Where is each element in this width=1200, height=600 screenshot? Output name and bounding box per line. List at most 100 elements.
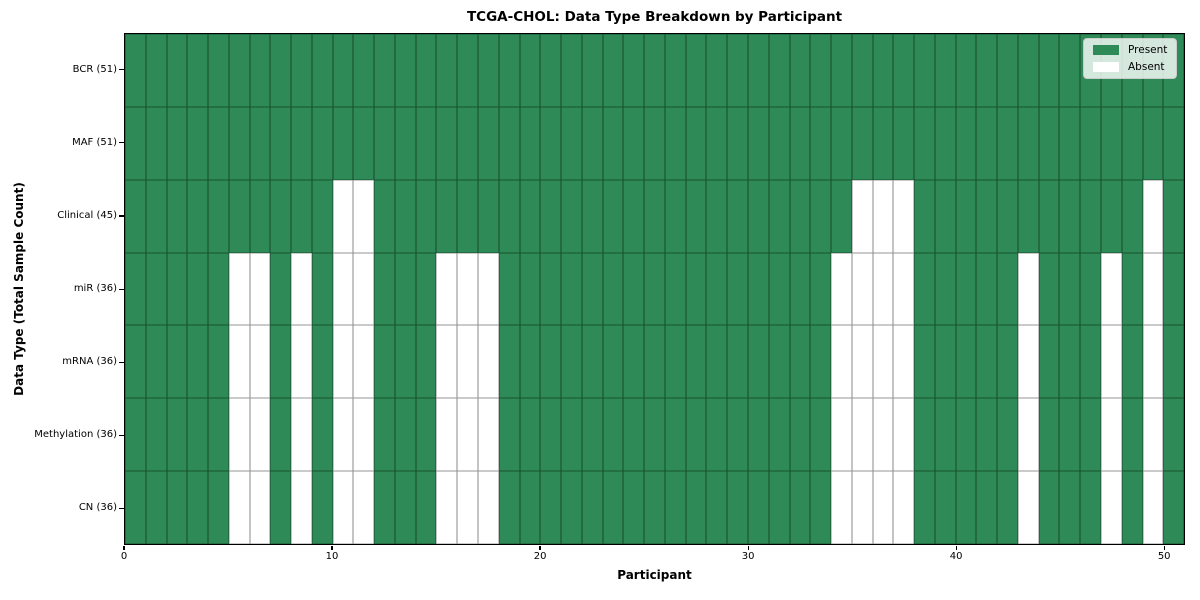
heatmap-cell (644, 34, 665, 107)
heatmap-cell (249, 106, 271, 180)
heatmap-cell (394, 398, 416, 472)
heatmap-cell (125, 34, 146, 107)
heatmap-cell (457, 325, 479, 399)
heatmap-cell (1059, 106, 1081, 180)
heatmap-cell (208, 179, 229, 253)
heatmap-cell (332, 325, 354, 399)
heatmap-cell (436, 471, 458, 545)
heatmap-cell (1163, 471, 1185, 545)
heatmap-cell (498, 106, 520, 180)
heatmap-cell (394, 252, 416, 326)
heatmap-cell (249, 398, 271, 472)
y-tick-mark (119, 361, 124, 363)
heatmap-cell (415, 106, 437, 180)
heatmap-cell (1142, 398, 1164, 472)
heatmap-cell (976, 252, 998, 326)
heatmap-cell (1163, 106, 1185, 180)
heatmap-cell (810, 325, 832, 399)
heatmap-cell (955, 398, 977, 472)
heatmap-cell (478, 471, 499, 545)
heatmap-cell (228, 471, 250, 545)
heatmap-cell (976, 471, 998, 545)
heatmap-cell (872, 179, 894, 253)
heatmap-cell (1100, 106, 1122, 180)
heatmap-cell (1080, 106, 1101, 180)
heatmap-cell (291, 325, 312, 399)
heatmap-cell (187, 252, 209, 326)
heatmap-cell (228, 252, 250, 326)
y-tick-mark (119, 507, 124, 510)
heatmap-cell (914, 471, 935, 545)
heatmap-cell (436, 398, 458, 472)
heatmap-cell (934, 471, 956, 545)
legend-label: Absent (1128, 61, 1165, 73)
x-tick-label: 10 (325, 551, 339, 562)
heatmap-cell (727, 179, 748, 253)
heatmap-cell (187, 398, 209, 472)
heatmap-cell (166, 179, 188, 253)
heatmap-cell (208, 398, 229, 472)
heatmap-cell (519, 252, 541, 326)
heatmap-cell (768, 471, 790, 545)
heatmap-cell (291, 106, 312, 180)
heatmap-cell (478, 398, 499, 472)
heatmap-cell (291, 34, 312, 107)
heatmap-cell (415, 252, 437, 326)
heatmap-cell (498, 34, 520, 107)
heatmap-cell (851, 325, 873, 399)
heatmap-cell (332, 34, 354, 107)
heatmap-row (125, 398, 1185, 472)
heatmap-cell (685, 252, 707, 326)
heatmap-cell (893, 471, 915, 545)
heatmap-cell (685, 106, 707, 180)
heatmap-row (125, 179, 1185, 253)
heatmap-cell (394, 34, 416, 107)
y-tick-mark (119, 288, 124, 290)
heatmap-cell (208, 471, 229, 545)
heatmap-cell (1038, 325, 1060, 399)
heatmap-cell (1017, 179, 1039, 253)
heatmap-cell (602, 398, 624, 472)
heatmap-cell (166, 252, 188, 326)
heatmap-cell (934, 179, 956, 253)
heatmap-cell (561, 398, 582, 472)
heatmap-cell (145, 325, 167, 399)
heatmap-cell (498, 179, 520, 253)
heatmap-cell (1059, 471, 1081, 545)
heatmap-cell (789, 252, 811, 326)
heatmap-cell (914, 34, 935, 107)
heatmap-cell (270, 179, 292, 253)
heatmap-cell (1059, 398, 1081, 472)
heatmap-cell (727, 471, 748, 545)
heatmap-cell (1038, 398, 1060, 472)
heatmap-cell (332, 179, 354, 253)
heatmap-cell (436, 325, 458, 399)
heatmap-cell (581, 471, 603, 545)
heatmap-cell (1059, 252, 1081, 326)
heatmap-cell (893, 106, 915, 180)
heatmap-cell (353, 34, 375, 107)
heatmap-cell (623, 106, 645, 180)
heatmap-cell (561, 179, 582, 253)
heatmap-cell (540, 179, 562, 253)
heatmap-cell (893, 252, 915, 326)
heatmap-cell (747, 325, 769, 399)
heatmap-cell (602, 471, 624, 545)
heatmap-cell (831, 34, 852, 107)
y-tick-label: miR (36) (73, 283, 117, 294)
heatmap-cell (374, 106, 395, 180)
heatmap-cell (934, 325, 956, 399)
heatmap-cell (353, 252, 375, 326)
heatmap-cell (893, 325, 915, 399)
heatmap-cell (831, 325, 852, 399)
heatmap-cell (228, 106, 250, 180)
heatmap-cell (166, 34, 188, 107)
present-swatch (1093, 45, 1119, 55)
heatmap-cell (810, 106, 832, 180)
heatmap-cell (353, 179, 375, 253)
heatmap-cell (145, 179, 167, 253)
x-tick-label: 50 (1157, 551, 1171, 562)
heatmap-cell (664, 398, 686, 472)
heatmap-cell (955, 325, 977, 399)
heatmap-cell (581, 252, 603, 326)
